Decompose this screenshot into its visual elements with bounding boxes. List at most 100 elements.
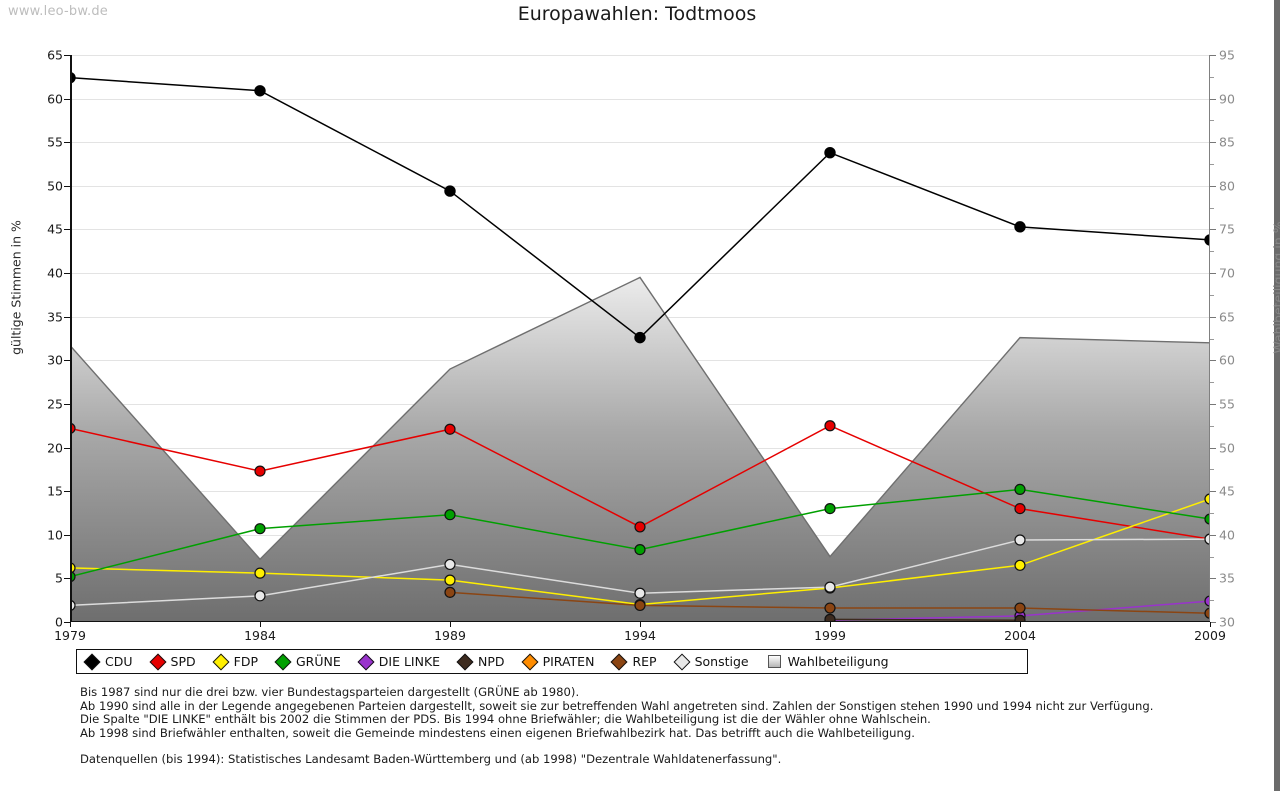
- right-minor-tick-mark: [1210, 556, 1214, 558]
- right-minor-tick-mark: [1210, 76, 1214, 78]
- x-axis-tick-label: 1994: [624, 628, 656, 643]
- data-point-fdp: [444, 574, 456, 586]
- right-tick-mark: [1210, 142, 1216, 144]
- legend-label: CDU: [105, 654, 133, 669]
- right-tick-mark: [1210, 622, 1216, 623]
- legend-swatch-icon: [610, 653, 628, 670]
- x-tick-mark: [1210, 622, 1211, 627]
- legend-item-fdp[interactable]: FDP: [212, 653, 258, 670]
- left-tick-mark: [64, 316, 70, 318]
- legend-label: DIE LINKE: [378, 654, 441, 669]
- legend-label: GRÜNE: [295, 654, 341, 669]
- left-tick-mark: [64, 229, 70, 231]
- data-point-sonstige: [444, 558, 456, 571]
- turnout-line: [70, 276, 1210, 561]
- series-line-npd: [829, 618, 1021, 622]
- right-tick-mark: [1210, 185, 1216, 187]
- chart-canvas: [70, 71, 1210, 622]
- x-axis-tick-label: 2004: [1004, 628, 1036, 643]
- legend-item-cdu[interactable]: CDU: [83, 653, 133, 670]
- legend-label: FDP: [233, 654, 258, 669]
- bottom-axis-line: [70, 620, 1210, 622]
- gridline: [70, 142, 1210, 144]
- legend-item-die-linke[interactable]: DIE LINKE: [357, 653, 441, 670]
- legend-swatch-icon: [767, 655, 781, 668]
- right-minor-tick-mark: [1210, 207, 1214, 209]
- left-axis-tick-label: 0: [55, 614, 63, 630]
- footnote-line: Ab 1990 sind alle in der Legende angegeb…: [80, 698, 1154, 713]
- legend-swatch-icon: [456, 653, 474, 670]
- data-point-rep: [824, 602, 836, 614]
- x-axis-tick-label: 1984: [244, 628, 276, 643]
- right-axis-tick-label: 95: [1219, 47, 1235, 63]
- legend-item-wahlbeteiligung[interactable]: Wahlbeteiligung: [767, 654, 889, 669]
- right-minor-tick-mark: [1210, 382, 1214, 384]
- left-tick-mark: [64, 55, 70, 56]
- left-tick-mark: [64, 360, 70, 362]
- legend-label: REP: [632, 654, 657, 669]
- legend-swatch-icon: [149, 653, 167, 670]
- x-tick-mark: [70, 622, 71, 627]
- data-point-grüne: [824, 503, 836, 515]
- left-axis-tick-label: 60: [47, 91, 63, 107]
- right-tick-mark: [1210, 534, 1216, 536]
- right-minor-tick-mark: [1210, 600, 1214, 602]
- right-tick-mark: [1210, 447, 1216, 449]
- data-point-sonstige: [254, 590, 266, 602]
- left-tick-mark: [64, 578, 70, 580]
- right-tick-mark: [1210, 316, 1216, 318]
- data-point-cdu: [1014, 221, 1026, 233]
- data-point-npd: [824, 613, 836, 622]
- right-axis-tick-label: 85: [1219, 134, 1235, 150]
- right-axis-tick-label: 45: [1219, 483, 1235, 499]
- data-point-cdu: [634, 331, 646, 344]
- data-point-cdu: [824, 146, 836, 159]
- right-axis-tick-label: 70: [1219, 265, 1235, 281]
- legend-item-piraten[interactable]: PIRATEN: [521, 653, 594, 670]
- data-point-grüne: [634, 543, 646, 556]
- legend-swatch-icon: [274, 653, 292, 670]
- left-axis-tick-label: 30: [47, 352, 63, 368]
- data-point-fdp: [1014, 559, 1026, 571]
- right-axis-tick-label: 80: [1219, 178, 1235, 194]
- legend-swatch-icon: [521, 653, 539, 670]
- right-axis-tick-label: 55: [1219, 396, 1235, 412]
- left-axis-tick-label: 5: [55, 570, 63, 586]
- right-axis-tick-label: 60: [1219, 352, 1235, 368]
- legend-item-rep[interactable]: REP: [610, 653, 657, 670]
- left-axis-tick-label: 20: [47, 440, 63, 456]
- footnote-line: Bis 1987 sind nur die drei bzw. vier Bun…: [80, 685, 580, 699]
- x-tick-mark: [450, 622, 451, 627]
- legend-item-grüne[interactable]: GRÜNE: [274, 653, 341, 670]
- right-axis-title: Wahlbeteiligung in %: [1270, 221, 1280, 354]
- chart-legend: CDU SPD FDP GRÜNE DIE LINKE NPD PIRATEN REP Sons…: [76, 649, 1028, 674]
- data-point-sonstige: [1014, 534, 1026, 546]
- data-point-rep: [444, 586, 456, 598]
- gridline: [70, 98, 1210, 100]
- turnout-area: [70, 277, 1210, 622]
- legend-item-sonstige[interactable]: Sonstige: [673, 653, 749, 670]
- right-tick-mark: [1210, 403, 1216, 405]
- legend-item-npd[interactable]: NPD: [456, 653, 505, 670]
- right-axis-tick-label: 35: [1219, 570, 1235, 586]
- x-tick-mark: [260, 622, 261, 627]
- legend-label: Sonstige: [694, 654, 749, 669]
- right-axis-tick-label: 30: [1219, 614, 1235, 630]
- legend-item-spd[interactable]: SPD: [149, 653, 196, 670]
- data-point-sonstige: [634, 587, 646, 599]
- right-axis-tick-label: 50: [1219, 440, 1235, 456]
- legend-swatch-icon: [212, 653, 230, 670]
- data-sources: Datenquellen (bis 1994): Statistisches L…: [80, 752, 782, 766]
- x-axis-tick-label: 1979: [54, 628, 86, 643]
- footnotes: Bis 1987 sind nur die drei bzw. vier Bun…: [80, 685, 1220, 740]
- left-axis-line: [70, 55, 72, 622]
- x-axis-tick-label: 1999: [814, 628, 846, 643]
- left-tick-mark: [64, 185, 70, 187]
- left-axis-tick-label: 10: [47, 527, 63, 543]
- data-point-rep: [634, 599, 646, 612]
- right-tick-mark: [1210, 578, 1216, 580]
- x-axis-tick-label: 2009: [1194, 628, 1226, 643]
- right-minor-tick-mark: [1210, 294, 1214, 296]
- right-axis-line: [1208, 55, 1210, 622]
- watermark: www.leo-bw.de: [8, 4, 109, 19]
